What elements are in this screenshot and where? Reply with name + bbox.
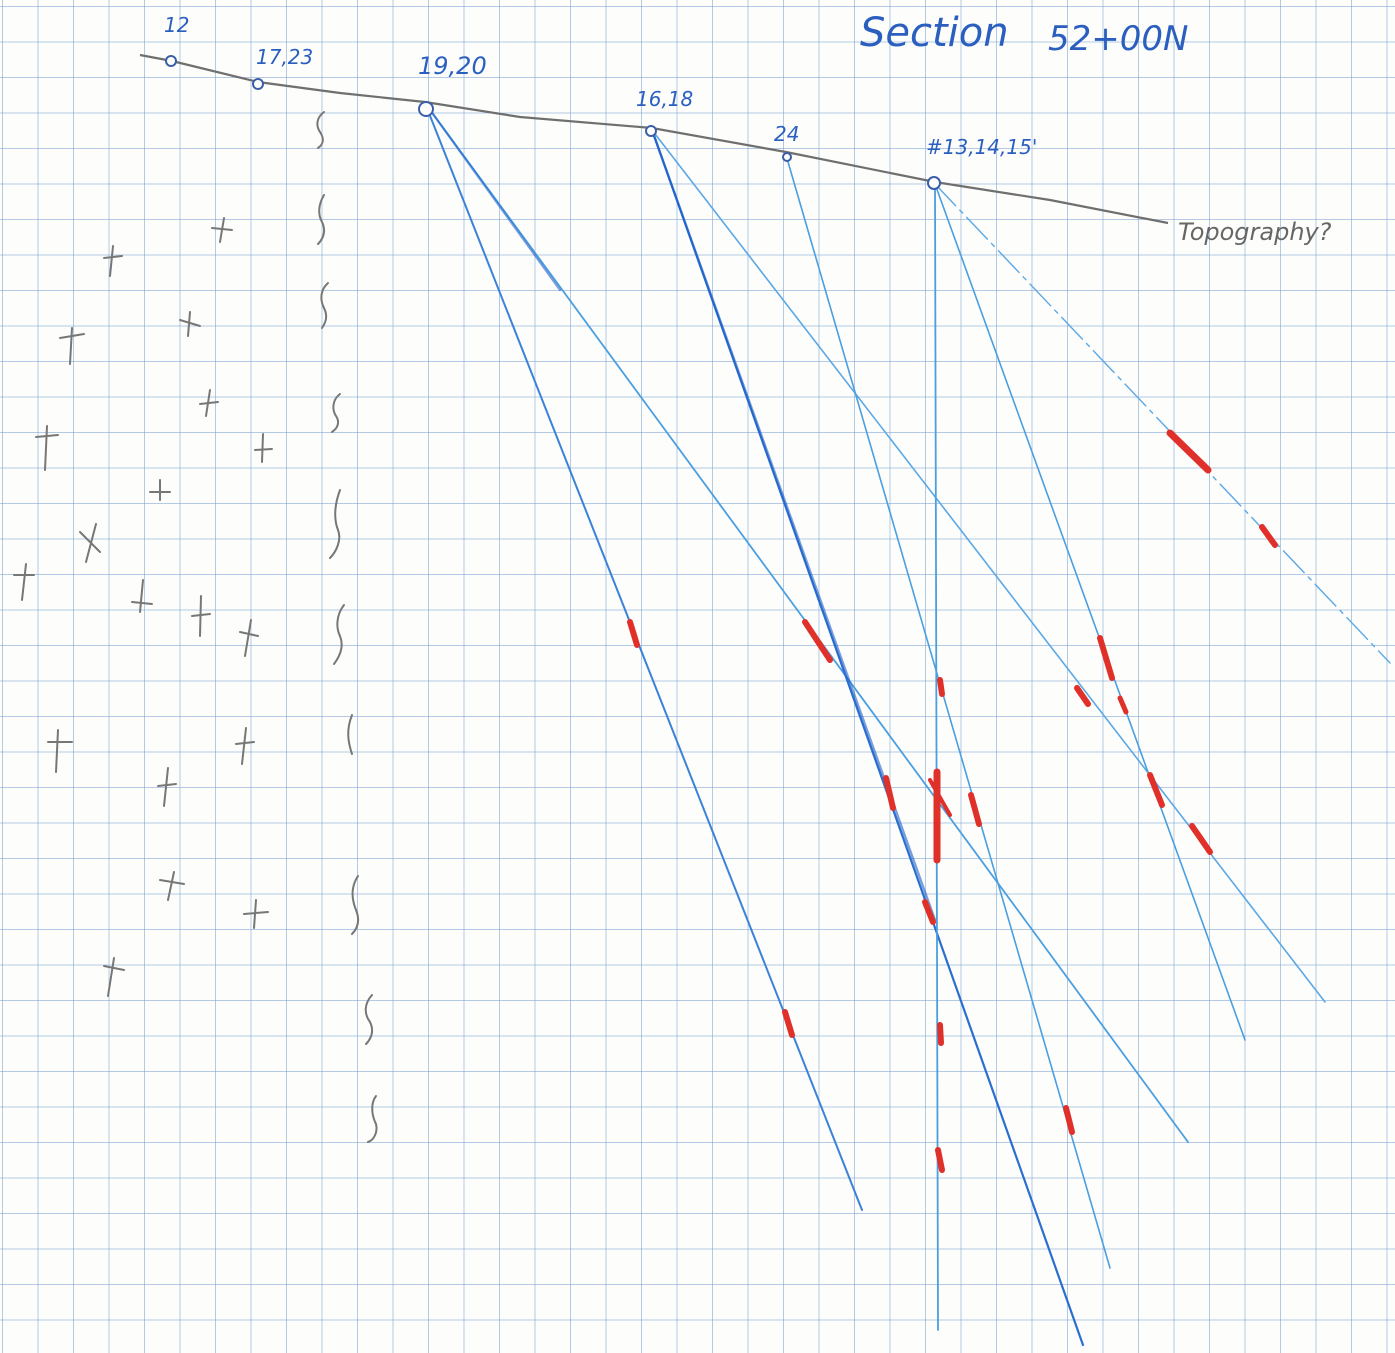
- s-squiggle-icon: [333, 604, 345, 665]
- plus-cross-icon: [157, 767, 177, 807]
- section-id: 52+00N: [1048, 19, 1188, 59]
- collar-13-14-15-marker: [927, 176, 941, 190]
- intercept: [1063, 1105, 1075, 1135]
- granite-symbols: [13, 217, 273, 997]
- plus-cross-icon: [131, 579, 153, 613]
- s-squiggle-icon: [367, 1095, 378, 1143]
- intercept: [883, 775, 896, 811]
- intercept: [935, 1147, 945, 1173]
- plus-cross-icon: [79, 523, 101, 563]
- plus-cross-icon: [254, 433, 273, 463]
- intercept: [928, 778, 952, 817]
- collar-markers: [165, 55, 941, 190]
- plus-cross-icon: [103, 957, 125, 997]
- plus-cross-icon: [211, 217, 233, 243]
- plus-cross-icon: [59, 327, 85, 365]
- plus-cross-icon: [103, 245, 123, 277]
- plus-cross-icon: [239, 619, 259, 657]
- plus-cross-icon: [179, 311, 201, 337]
- mineral-intercepts: [627, 429, 1278, 1173]
- s-squiggle-icon: [331, 393, 341, 433]
- collar-12-marker: [165, 55, 177, 67]
- section-title: Section: [860, 10, 1009, 56]
- intercept: [627, 619, 640, 648]
- plus-cross-icon: [159, 871, 185, 901]
- collar-label-24: 24: [774, 122, 799, 146]
- collar-17-23-marker: [252, 78, 264, 90]
- intercept: [1147, 772, 1165, 808]
- s-squiggle-icon: [320, 282, 329, 329]
- intercept: [937, 1022, 944, 1046]
- intercept: [922, 899, 936, 925]
- intercept: [1189, 823, 1213, 855]
- drillhole-16-b: [651, 129, 1326, 1003]
- drillhole-13-vertical: [934, 183, 939, 1331]
- s-squiggle-icon: [351, 875, 360, 935]
- plus-cross-icon: [35, 425, 59, 471]
- s-squiggle-icon: [316, 111, 325, 149]
- collar-label-17-23: 17,23: [256, 45, 313, 69]
- topography-line: [139, 53, 1169, 225]
- s-squiggle-icon: [364, 994, 374, 1045]
- collar-24-marker: [782, 152, 792, 162]
- intercept: [782, 1009, 795, 1038]
- drillholes: [423, 101, 1391, 1347]
- s-squiggle-icon: [329, 489, 341, 559]
- intercept: [1117, 695, 1129, 715]
- plus-cross-icon: [199, 389, 219, 417]
- collar-16-18-marker: [645, 125, 657, 137]
- plus-cross-icon: [243, 899, 269, 929]
- intercept: [1097, 635, 1115, 681]
- intercept: [968, 792, 982, 827]
- drillhole-19-dark-segment: [423, 101, 562, 292]
- drillhole-19-a: [424, 102, 863, 1211]
- plus-cross-icon: [149, 479, 171, 501]
- drillhole-14: [934, 183, 1246, 1041]
- collar-labels: 12 17,23 19,20 16,18 24 #13,14,15': [164, 13, 1037, 159]
- collar-label-13-14-15: #13,14,15': [926, 135, 1037, 159]
- intercept: [1259, 524, 1278, 548]
- collar-label-12: 12: [164, 13, 189, 37]
- intercept: [802, 619, 833, 663]
- intercept: [1074, 685, 1091, 707]
- s-squiggle-icon: [317, 194, 326, 245]
- plus-cross-icon: [13, 563, 35, 601]
- plus-cross-icon: [235, 727, 255, 765]
- drillhole-24: [785, 154, 1111, 1269]
- intercept: [937, 677, 945, 697]
- intercept: [1166, 429, 1212, 474]
- collar-label-19-20: 19,20: [418, 52, 487, 80]
- s-squiggle-icon: [347, 714, 353, 755]
- topography-label: Topography?: [1178, 218, 1332, 246]
- collar-19-20-marker: [418, 101, 434, 117]
- schist-symbols: [316, 111, 378, 1143]
- plus-cross-icon: [47, 729, 73, 773]
- collar-label-16-18: 16,18: [636, 87, 693, 111]
- plus-cross-icon: [191, 595, 211, 637]
- drillhole-15: [934, 183, 1391, 664]
